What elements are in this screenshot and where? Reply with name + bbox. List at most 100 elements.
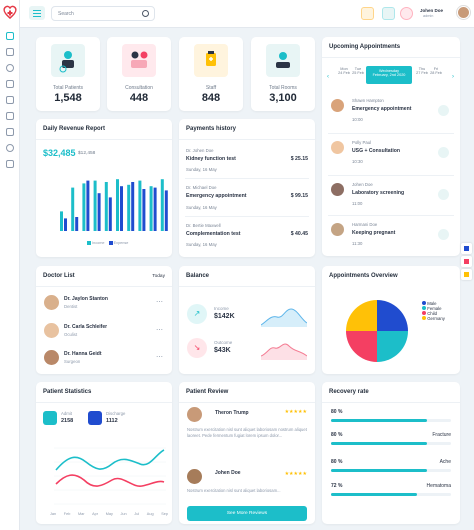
more-options-icon[interactable]: ⋯ <box>156 354 163 361</box>
review-text: Nostrum exercitation nisl sunt aliquet l… <box>187 488 281 493</box>
users-icon[interactable] <box>6 64 14 72</box>
patient-line-chart <box>54 447 166 505</box>
bar-expense-feb <box>75 217 79 231</box>
theme-settings-icon[interactable] <box>461 243 472 254</box>
bar-income-oct <box>160 179 164 231</box>
calendar-icon[interactable] <box>6 48 14 56</box>
appointment-title[interactable]: Keeping pregnant <box>352 230 396 236</box>
outcome-sparkline <box>261 343 307 360</box>
menu-toggle-button[interactable] <box>29 6 45 20</box>
income-value: $142K <box>214 313 235 320</box>
payment-doctor: Dr. Michael Doe <box>186 185 217 190</box>
upcoming-appointments-card: Upcoming Appointments ‹ Mon 24 Feb Tue 25 … <box>322 37 460 256</box>
progress-bar <box>331 493 451 496</box>
doctor-name[interactable]: Dr. Carla Schleifer <box>64 324 108 330</box>
bar-income-jan <box>60 211 63 231</box>
phone-icon[interactable] <box>438 189 449 200</box>
date-tab[interactable]: Thu 27 Feb <box>416 67 428 75</box>
alert-icon[interactable] <box>6 144 14 152</box>
progress-fill <box>331 493 418 496</box>
legend-swatch-income <box>87 241 91 245</box>
payment-date: Sunday, 16 May <box>186 167 217 172</box>
stat-value: 3,100 <box>269 92 297 104</box>
doctor-name[interactable]: Dr. Hanna Geidt <box>64 351 102 357</box>
card-title: Patient Review <box>186 389 229 395</box>
chevron-right-icon[interactable]: › <box>452 74 454 80</box>
legend-expense: Expense <box>113 241 129 245</box>
avatar[interactable] <box>457 6 470 19</box>
avatar <box>187 407 202 422</box>
notification-bell-icon[interactable] <box>382 7 395 20</box>
box-icon[interactable] <box>6 96 14 104</box>
phone-icon[interactable] <box>438 147 449 158</box>
payment-title[interactable]: Emergency appointment <box>186 193 247 199</box>
stat-card-staff: Staff 848 <box>179 37 243 111</box>
avatar <box>331 223 344 236</box>
avatar <box>44 295 59 310</box>
avatar <box>44 323 59 338</box>
appointment-title[interactable]: Emergency appointment <box>352 106 412 112</box>
date-tab[interactable]: Fri 28 Feb <box>430 67 442 75</box>
stat-value: 448 <box>129 92 149 104</box>
dashboard-icon[interactable] <box>6 32 14 40</box>
more-options-icon[interactable]: ⋯ <box>156 327 163 334</box>
activity-icon[interactable] <box>6 80 14 88</box>
search-icon[interactable] <box>142 10 149 17</box>
admit-icon <box>43 411 57 425</box>
date-tab[interactable]: Tue 25 Feb <box>352 67 364 75</box>
chart-legend: Income Expense <box>87 241 128 245</box>
review-text: Nostrum exercitation nisl sunt aliquet l… <box>187 427 307 438</box>
chat-icon[interactable] <box>461 256 472 267</box>
x-axis-labels: Jan Feb Mar Apr May Jun Jul Aug Sep <box>50 512 168 516</box>
list-icon[interactable] <box>6 112 14 120</box>
date-tab[interactable]: Mon 24 Feb <box>338 67 350 75</box>
discharge-label: Discharge <box>106 411 126 416</box>
grid-icon[interactable] <box>6 128 14 136</box>
doctor-role: Surgeon <box>64 359 81 364</box>
fullscreen-icon[interactable] <box>361 7 374 20</box>
card-title: Appointments Overview <box>329 273 398 279</box>
recovery-label: Fracture <box>432 432 451 438</box>
bar-expense-mar <box>86 180 90 231</box>
phone-icon[interactable] <box>438 105 449 116</box>
outcome-value: $43K <box>214 347 231 354</box>
search-input[interactable]: Search <box>51 6 155 21</box>
payment-title[interactable]: Complementation test <box>186 231 241 237</box>
star-rating-icon: ★★★★★ <box>284 471 307 477</box>
warning-icon[interactable] <box>6 160 14 168</box>
admit-label: Admit <box>61 411 72 416</box>
payment-title[interactable]: Kidney function test <box>186 156 236 162</box>
doctor-name[interactable]: Dr. Jaylon Stanton <box>64 296 108 302</box>
stat-value: 848 <box>201 92 221 104</box>
patient-icon <box>51 44 85 77</box>
balance-card: Balance ↗ Income $142K ↘ Outcome $43K <box>179 266 315 374</box>
appointment-name: Johen Doe <box>352 182 373 187</box>
stat-label: Total Patients <box>52 85 84 91</box>
hospital-logo-icon[interactable] <box>2 4 18 20</box>
avatar <box>331 99 344 112</box>
recovery-percent: 80 % <box>331 409 343 415</box>
avatar <box>331 183 344 196</box>
bar-expense-oct <box>164 190 168 231</box>
user-name[interactable]: Johen Doe <box>420 8 444 13</box>
appointment-title[interactable]: USG + Consultation <box>352 148 400 154</box>
see-more-reviews-button[interactable]: See More Reviews <box>187 506 307 521</box>
settings-gear-icon[interactable] <box>400 7 413 20</box>
more-options-icon[interactable]: ⋯ <box>156 299 163 306</box>
progress-fill <box>331 419 427 422</box>
appointment-title[interactable]: Laboratory screening <box>352 190 405 196</box>
phone-icon[interactable] <box>438 229 449 240</box>
recovery-percent: 80 % <box>331 432 343 438</box>
topbar: Search Johen Doe admin <box>20 0 474 28</box>
cart-icon[interactable] <box>461 269 472 280</box>
appointment-time: 11:30 <box>352 241 363 246</box>
filter-dropdown[interactable]: Today <box>152 274 165 279</box>
recovery-percent: 80 % <box>331 459 343 465</box>
stat-card-rooms: Total Rooms 3,100 <box>251 37 315 111</box>
date-tab-active[interactable]: Wednesday February, 2nd 2020 <box>366 66 412 84</box>
staff-icon <box>194 44 228 77</box>
card-title: Patient Statistics <box>43 389 92 395</box>
income-label: Income <box>214 306 229 311</box>
chevron-left-icon[interactable]: ‹ <box>327 74 329 80</box>
legend-germany: Germany <box>427 316 445 321</box>
